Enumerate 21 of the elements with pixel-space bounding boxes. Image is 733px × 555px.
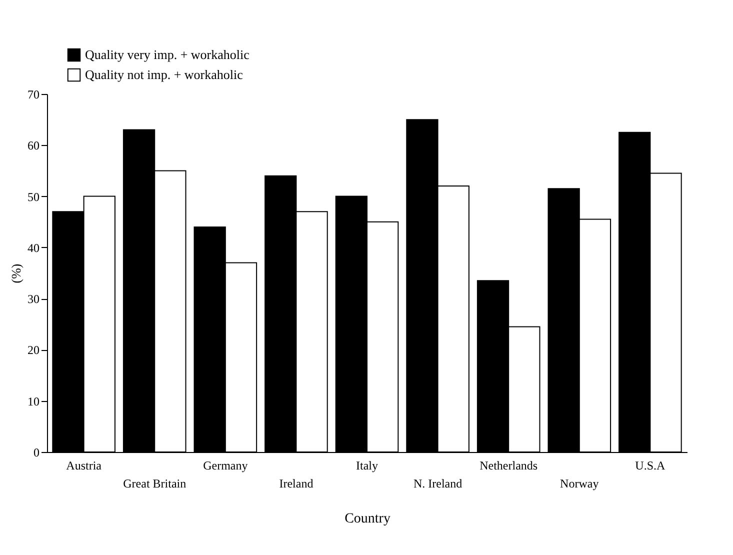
y-tick-label: 60 bbox=[28, 138, 40, 153]
legend-label: Quality very imp. + workaholic bbox=[85, 47, 250, 62]
x-tick-label: Ireland bbox=[279, 476, 314, 490]
y-tick-label: 70 bbox=[28, 88, 40, 102]
x-tick-label: Austria bbox=[66, 458, 102, 472]
y-tick-label: 30 bbox=[28, 292, 40, 306]
y-tick-label: 20 bbox=[28, 343, 40, 358]
y-tick-label: 10 bbox=[28, 394, 40, 408]
y-tick-label: 40 bbox=[28, 240, 40, 255]
y-tick-label: 0 bbox=[34, 446, 40, 460]
x-tick-label: N. Ireland bbox=[413, 476, 462, 490]
x-axis-title: Country bbox=[344, 512, 390, 526]
x-tick-label: U.S.A bbox=[635, 458, 666, 472]
x-tick-label: Italy bbox=[356, 458, 378, 472]
x-tick-label: Netherlands bbox=[480, 458, 538, 472]
y-axis-title: (%) bbox=[8, 264, 24, 284]
x-tick-label: Norway bbox=[560, 476, 599, 490]
x-tick-label: Germany bbox=[203, 458, 248, 472]
legend-label: Quality not imp. + workaholic bbox=[85, 67, 244, 82]
x-tick-label: Great Britain bbox=[123, 476, 186, 490]
y-tick-label: 50 bbox=[28, 190, 40, 204]
